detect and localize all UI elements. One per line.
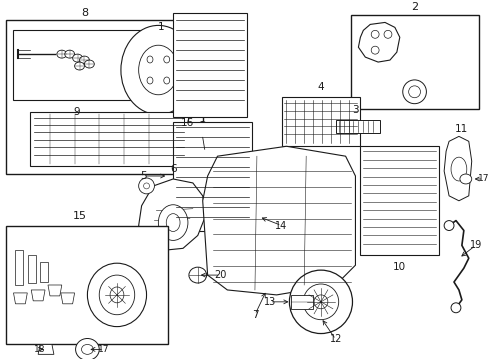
Text: 6: 6 [170,164,176,174]
Ellipse shape [81,345,93,354]
Bar [28,255,36,283]
Ellipse shape [314,295,328,309]
Ellipse shape [197,122,209,138]
Text: 14: 14 [275,221,288,230]
Ellipse shape [139,178,154,194]
Ellipse shape [139,45,178,95]
Ellipse shape [57,50,67,58]
Ellipse shape [189,267,207,283]
Text: 20: 20 [214,270,227,280]
Ellipse shape [384,30,392,38]
Ellipse shape [460,174,472,184]
Polygon shape [38,345,54,354]
Ellipse shape [147,56,153,63]
Ellipse shape [249,203,269,219]
Bar [5,21,203,174]
Text: 11: 11 [455,125,468,134]
Bar [336,120,380,134]
Text: 10: 10 [393,262,406,272]
Text: 8: 8 [81,8,88,18]
Ellipse shape [444,221,454,230]
FancyBboxPatch shape [405,19,476,89]
Bar [292,295,313,309]
Ellipse shape [164,56,170,63]
Text: 15: 15 [73,211,87,221]
Text: 7: 7 [252,310,258,320]
Polygon shape [14,293,27,304]
Polygon shape [196,149,210,156]
Bar [5,226,168,345]
Text: 4: 4 [318,82,324,92]
Ellipse shape [371,30,379,38]
Ellipse shape [166,213,180,231]
Ellipse shape [371,46,379,54]
Ellipse shape [303,284,339,320]
Bar [350,14,479,109]
Ellipse shape [84,60,94,68]
Bar [173,13,247,117]
Ellipse shape [121,26,196,114]
Text: 2: 2 [411,1,418,12]
Ellipse shape [99,275,135,315]
Ellipse shape [403,80,426,104]
Text: 1: 1 [158,22,165,32]
Text: 17: 17 [98,345,110,354]
Polygon shape [48,285,62,296]
Bar [30,112,188,166]
Ellipse shape [87,263,147,327]
Text: 12: 12 [330,334,342,345]
Ellipse shape [290,270,352,334]
Text: 13: 13 [264,297,276,307]
Text: 17: 17 [478,175,490,184]
Bar [360,146,439,255]
Ellipse shape [451,157,467,181]
Text: 16: 16 [181,118,195,129]
Ellipse shape [409,86,420,98]
Ellipse shape [75,338,99,360]
Text: 9: 9 [74,107,80,117]
Polygon shape [444,136,472,201]
Ellipse shape [164,77,170,84]
Bar [13,30,141,100]
Polygon shape [61,293,74,304]
Ellipse shape [74,62,84,70]
Bar [282,97,360,146]
Bar [40,262,48,282]
Text: 5: 5 [140,171,147,181]
Ellipse shape [73,54,82,62]
Polygon shape [358,22,400,62]
Ellipse shape [147,77,153,84]
Ellipse shape [254,207,264,215]
Polygon shape [203,146,355,295]
Ellipse shape [65,50,74,58]
Ellipse shape [110,287,124,303]
Text: 3: 3 [352,105,359,114]
Ellipse shape [158,205,188,240]
Polygon shape [139,179,206,250]
Polygon shape [31,290,45,301]
Text: 19: 19 [469,240,482,250]
Ellipse shape [451,303,461,313]
Bar [16,250,24,285]
Text: 18: 18 [34,345,46,354]
Bar [173,122,252,230]
Ellipse shape [144,183,149,189]
Ellipse shape [79,56,89,64]
